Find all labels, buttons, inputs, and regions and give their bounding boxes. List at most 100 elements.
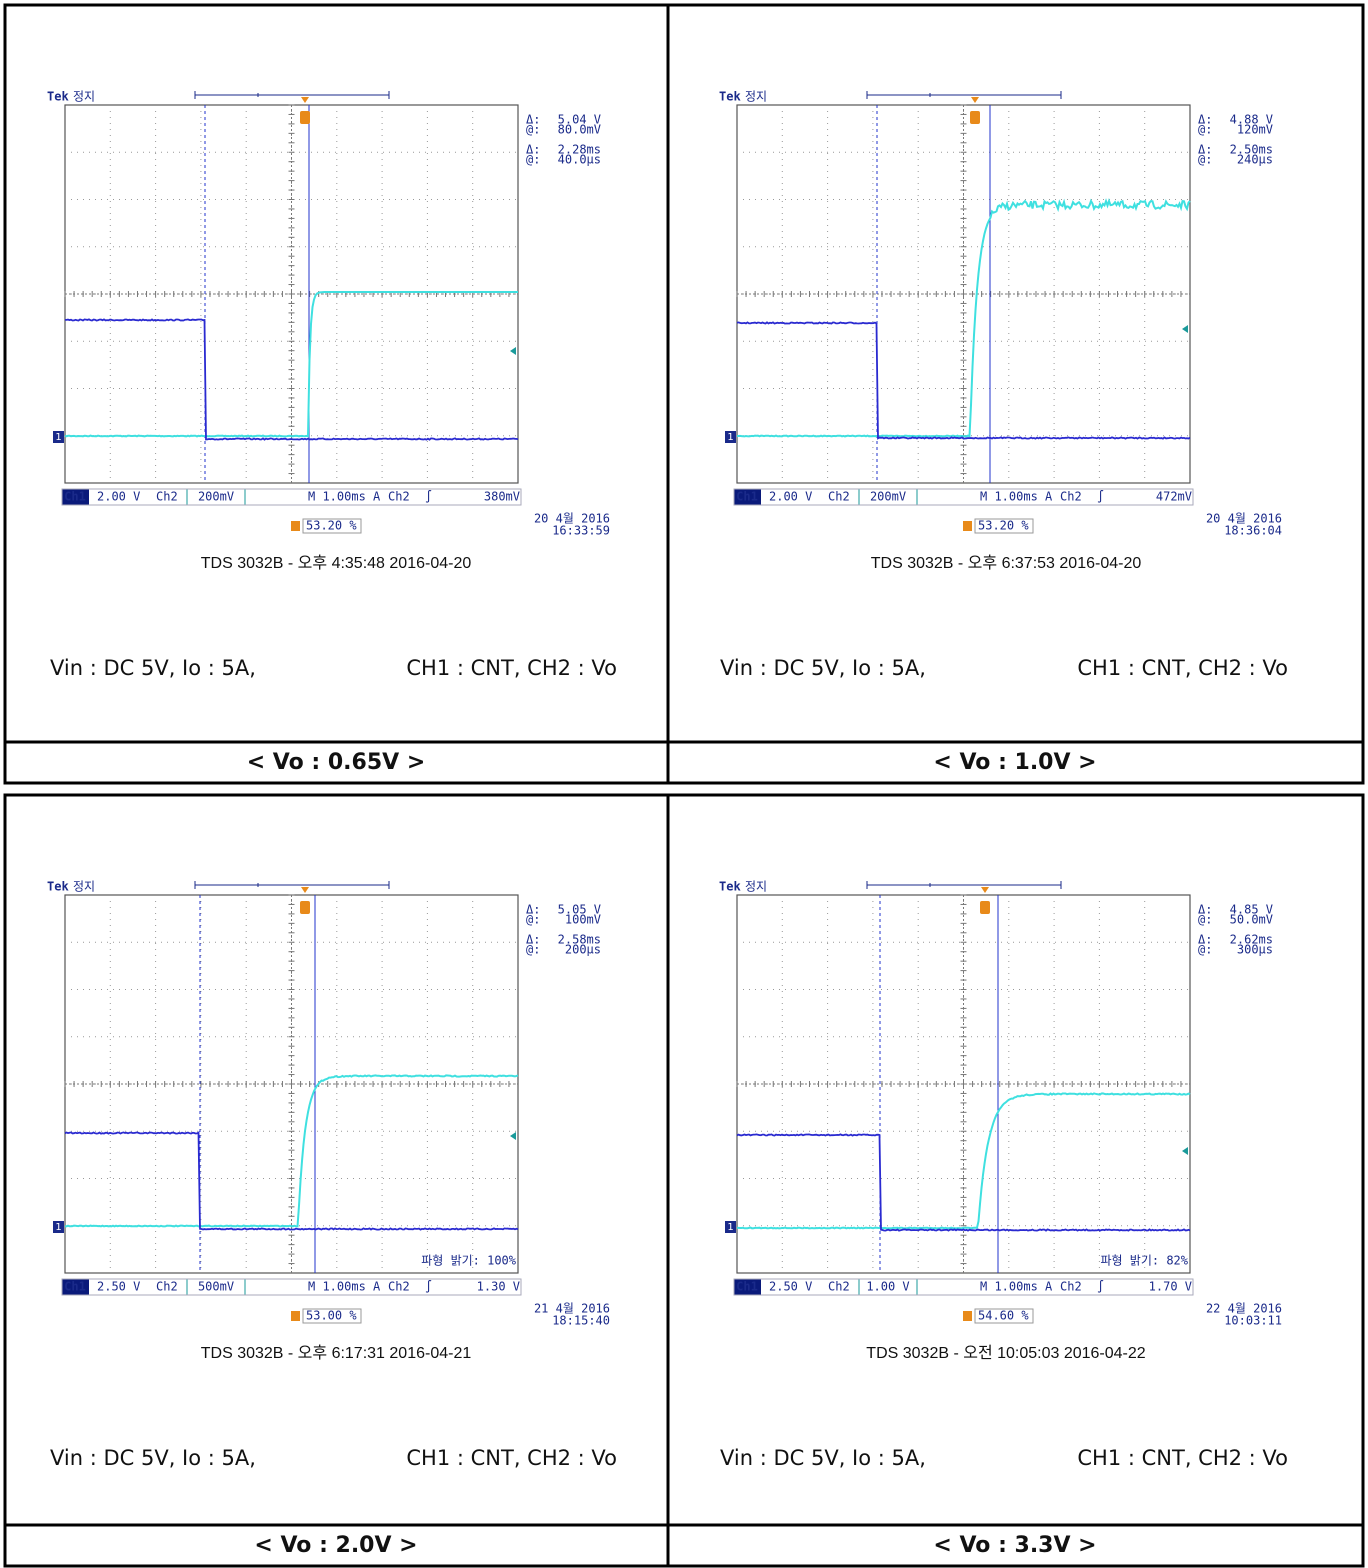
brand: Tek — [47, 90, 69, 104]
ch1-marker-label: 1 — [55, 1222, 61, 1233]
scope-footer: TDS 3032B - 오전 10:05:03 2016-04-22 — [866, 1344, 1145, 1362]
measure-label: @: — [526, 123, 540, 137]
measure-value: 80.0mV — [558, 123, 601, 137]
caption: < Vo : 0.65V > — [247, 750, 426, 775]
ch1-label: Ch1 — [64, 1280, 86, 1294]
ch2-scale: 200mV — [870, 490, 906, 504]
measure-value: 50.0mV — [1230, 913, 1273, 927]
timebase: M 1.00ms — [308, 1280, 366, 1294]
trigger-position: 53.20 % — [306, 519, 357, 533]
trigger-mode: A — [373, 490, 381, 504]
table-borders — [5, 5, 1363, 1566]
trigger-level: 380mV — [484, 490, 520, 504]
brand: Tek — [47, 880, 69, 894]
ref-arrow — [1182, 1147, 1188, 1155]
trigger-mode: A — [1045, 1280, 1053, 1294]
ch1-scale: 2.00 V — [769, 490, 812, 504]
conditions: Vin : DC 5V, Io : 5A, — [50, 1446, 256, 1470]
ch1-label: Ch1 — [736, 490, 758, 504]
brightness: 파형 밝기: 82% — [1100, 1254, 1188, 1268]
measure-value: 200µs — [565, 943, 601, 957]
ch2-label: Ch2 — [156, 1280, 178, 1294]
trigger-arrow — [971, 97, 979, 103]
caption: < Vo : 3.3V > — [933, 1533, 1096, 1558]
measure-label: @: — [1198, 913, 1212, 927]
trigger-level: 472mV — [1156, 490, 1192, 504]
ch1-marker-label: 1 — [727, 1222, 733, 1233]
trigger-slope: ∫ — [1097, 1280, 1104, 1294]
trigger-position: 53.20 % — [978, 519, 1029, 533]
record-bar — [195, 881, 389, 889]
ref-arrow — [1182, 325, 1188, 333]
trigger-slope: ∫ — [425, 490, 432, 504]
trigpos-icon — [291, 1311, 300, 1321]
timebase: M 1.00ms — [980, 490, 1038, 504]
trigger-mode: A — [373, 1280, 381, 1294]
scope-footer: TDS 3032B - 오후 6:37:53 2016-04-20 — [871, 554, 1142, 572]
measure-label: @: — [526, 913, 540, 927]
measure-value: 240µs — [1237, 153, 1273, 167]
trigger-arrow — [301, 97, 309, 103]
trigger-level: 1.70 V — [1149, 1280, 1192, 1294]
ch1-label: Ch1 — [64, 490, 86, 504]
trigger-position: 54.60 % — [978, 1309, 1029, 1323]
trigger-marker — [980, 901, 990, 914]
ch1-marker-label: 1 — [55, 432, 61, 443]
trigpos-icon — [963, 1311, 972, 1321]
ch2-scale: 200mV — [198, 490, 234, 504]
measure-label: @: — [1198, 943, 1212, 957]
time: 10:03:11 — [1224, 1314, 1282, 1328]
trigger-source: Ch2 — [1060, 490, 1082, 504]
ch2-label: Ch2 — [828, 490, 850, 504]
conditions: Vin : DC 5V, Io : 5A, — [50, 656, 256, 680]
time: 18:36:04 — [1224, 524, 1282, 538]
ch1-marker-label: 1 — [727, 432, 733, 443]
caption: < Vo : 2.0V > — [254, 1533, 417, 1558]
record-bar — [867, 91, 1061, 99]
scope-footer: TDS 3032B - 오후 6:17:31 2016-04-21 — [201, 1344, 472, 1362]
trigger-source: Ch2 — [388, 1280, 410, 1294]
measure-label: @: — [526, 943, 540, 957]
trigger-source: Ch2 — [388, 490, 410, 504]
brand: Tek — [719, 90, 741, 104]
trigger-mode: A — [1045, 490, 1053, 504]
ch1-scale: 2.50 V — [97, 1280, 140, 1294]
ref-arrow — [510, 347, 516, 355]
trigger-arrow — [301, 887, 309, 893]
record-bar — [867, 881, 1061, 889]
brightness: 파형 밝기: 100% — [421, 1254, 517, 1268]
channels: CH1 : CNT, CH2 : Vo — [406, 656, 617, 680]
status: 정지 — [745, 90, 767, 104]
channels: CH1 : CNT, CH2 : Vo — [406, 1446, 617, 1470]
measure-value: 120mV — [1237, 123, 1273, 137]
ch1-scale: 2.50 V — [769, 1280, 812, 1294]
scope-screen: 1Tek정지Δ:4.88 V@:120mVΔ:2.50ms@:240µsCh12… — [719, 90, 1282, 538]
conditions: Vin : DC 5V, Io : 5A, — [720, 1446, 926, 1470]
channels: CH1 : CNT, CH2 : Vo — [1077, 656, 1288, 680]
measure-value: 300µs — [1237, 943, 1273, 957]
ch1-label: Ch1 — [736, 1280, 758, 1294]
document: 1Tek정지Δ:5.04 V@:80.0mVΔ:2.28ms@:40.0µsCh… — [0, 0, 1368, 1568]
conditions: Vin : DC 5V, Io : 5A, — [720, 656, 926, 680]
scope-screen: 1Tek정지Δ:5.04 V@:80.0mVΔ:2.28ms@:40.0µsCh… — [47, 90, 610, 538]
measure-label: @: — [1198, 123, 1212, 137]
brand: Tek — [719, 880, 741, 894]
trigpos-icon — [291, 521, 300, 531]
caption: < Vo : 1.0V > — [933, 750, 1096, 775]
scope-footer: TDS 3032B - 오후 4:35:48 2016-04-20 — [201, 554, 472, 572]
trigger-slope: ∫ — [425, 1280, 432, 1294]
timebase: M 1.00ms — [308, 490, 366, 504]
measure-value: 40.0µs — [558, 153, 601, 167]
trigger-marker — [300, 111, 310, 124]
measure-label: @: — [1198, 153, 1212, 167]
record-bar — [195, 91, 389, 99]
time: 16:33:59 — [552, 524, 610, 538]
trigger-marker — [970, 111, 980, 124]
channels: CH1 : CNT, CH2 : Vo — [1077, 1446, 1288, 1470]
timebase: M 1.00ms — [980, 1280, 1038, 1294]
measure-label: @: — [526, 153, 540, 167]
trigger-position: 53.00 % — [306, 1309, 357, 1323]
ch2-scale: 1.00 V — [866, 1280, 909, 1294]
